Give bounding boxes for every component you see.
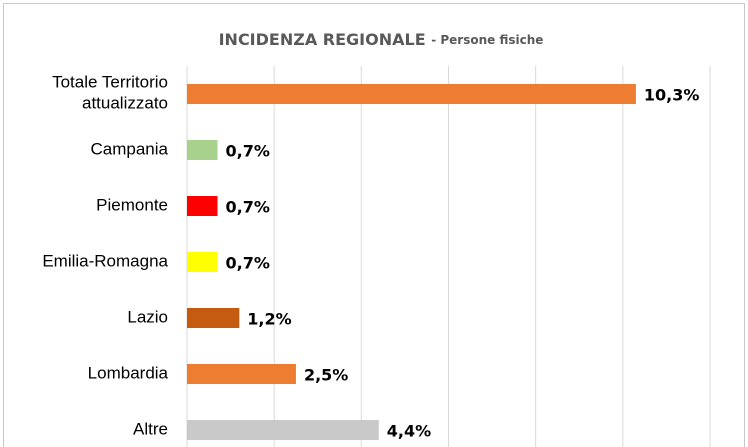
chart-frame [3,3,745,447]
value-label: 0,7% [226,198,270,217]
category-label-line: attualizzato [82,94,168,113]
category-label: Campania [91,139,169,158]
category-label: Lombardia [88,363,169,382]
category-label: Piemonte [96,195,168,214]
bar [187,252,218,272]
category-label: Lazio [127,307,168,326]
bar [187,420,379,440]
bar [187,140,218,160]
chart-subtitle: - Persone fisiche [431,33,543,47]
category-label: Emilia-Romagna [42,251,168,270]
category-label: Totale Territorio attualizzato [52,73,168,113]
bar [187,84,636,104]
value-label: 10,3% [644,86,700,105]
value-label: 1,2% [247,310,291,329]
category-label: Altre [133,419,168,438]
value-label: 0,7% [226,142,270,161]
value-label: 4,4% [387,422,431,441]
bar [187,364,296,384]
value-label: 0,7% [226,254,270,273]
chart-title: INCIDENZA REGIONALE [219,30,426,49]
bar [187,196,218,216]
category-label-line: Totale Territorio [52,73,168,92]
value-label: 2,5% [304,366,348,385]
chart-title-group: INCIDENZA REGIONALE - Persone fisiche [219,30,544,49]
bar [187,308,240,328]
